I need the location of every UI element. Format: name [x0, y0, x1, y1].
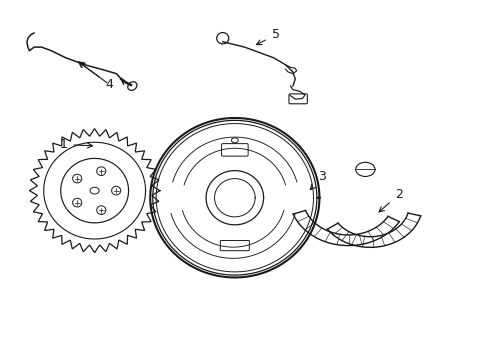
Text: 1: 1: [59, 138, 92, 151]
Text: 2: 2: [378, 188, 402, 212]
Circle shape: [90, 187, 99, 194]
Text: 3: 3: [310, 170, 325, 190]
Text: 5: 5: [256, 28, 279, 45]
Text: 4: 4: [80, 63, 113, 91]
